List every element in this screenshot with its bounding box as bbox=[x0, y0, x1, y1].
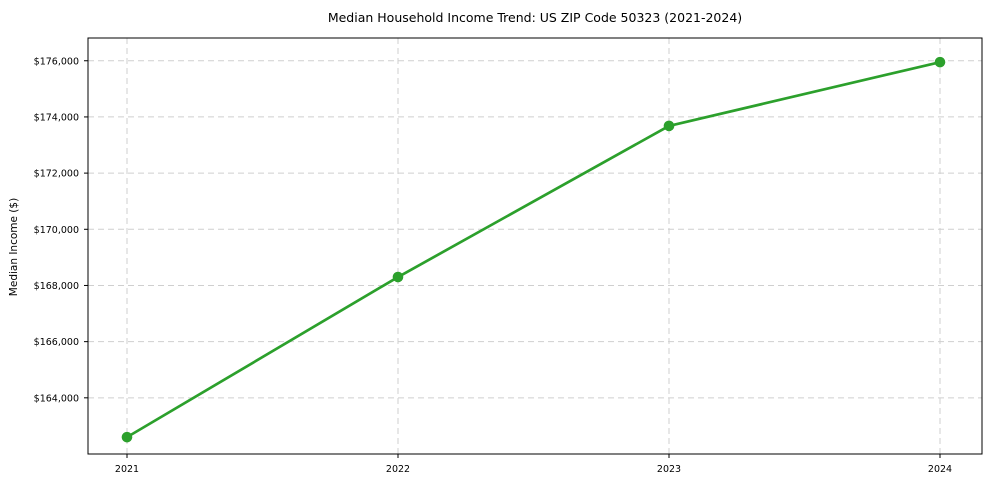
data-point-2022 bbox=[392, 271, 404, 283]
y-tick-label: $170,000 bbox=[34, 225, 79, 236]
y-tick-label: $174,000 bbox=[34, 112, 79, 123]
data-point-2021 bbox=[121, 431, 133, 443]
x-tick-label: 2022 bbox=[386, 464, 410, 475]
y-tick-label: $168,000 bbox=[34, 281, 79, 292]
y-tick-label: $164,000 bbox=[34, 393, 79, 404]
y-tick-label: $172,000 bbox=[34, 169, 79, 180]
x-tick-label: 2023 bbox=[657, 464, 681, 475]
y-tick-label: $176,000 bbox=[34, 56, 79, 67]
data-point-2023 bbox=[663, 120, 675, 132]
plot-border bbox=[87, 37, 983, 455]
data-point-2024 bbox=[934, 56, 946, 68]
y-tick-label: $166,000 bbox=[34, 337, 79, 348]
trend-line bbox=[125, 60, 942, 439]
chart-title: Median Household Income Trend: US ZIP Co… bbox=[327, 10, 743, 25]
x-tick-label: 2021 bbox=[115, 464, 139, 475]
x-tick-label: 2024 bbox=[928, 464, 952, 475]
